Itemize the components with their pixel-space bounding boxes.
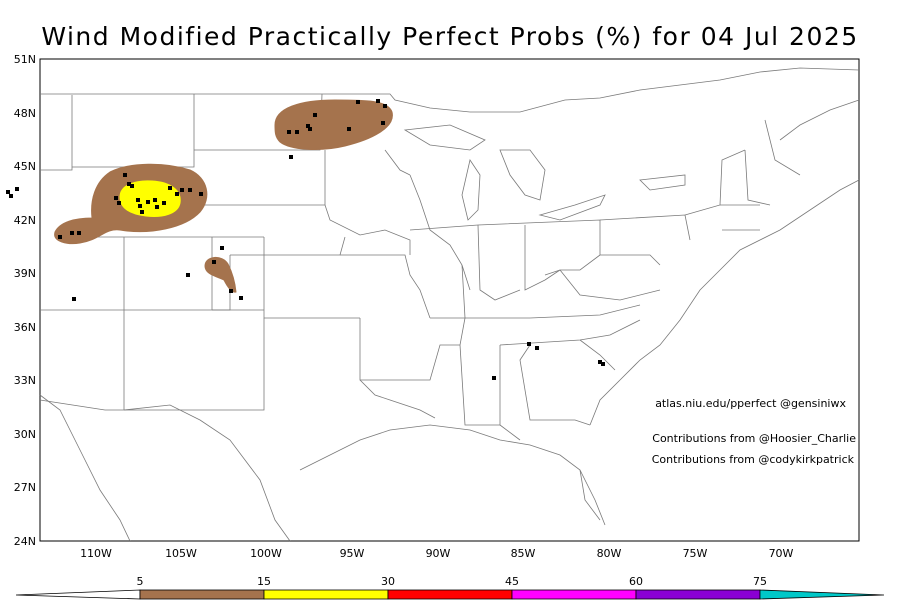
credit-contrib-2: Contributions from @codykirkpatrick [652, 453, 855, 466]
lon-label: 105W [165, 547, 197, 560]
lon-label: 80W [597, 547, 622, 560]
lon-label: 75W [683, 547, 708, 560]
lon-label: 90W [426, 547, 451, 560]
credits: atlas.niu.edu/pperfect @gensiniwx Contri… [652, 397, 856, 466]
lat-label: 30N [14, 428, 36, 441]
lat-label: 51N [14, 53, 36, 66]
lat-label: 36N [14, 321, 36, 334]
legend-label: 5 [137, 575, 144, 588]
color-legend [15, 589, 885, 600]
legend-swatch [15, 589, 141, 600]
contour-5pct-colorado [204, 257, 237, 293]
lon-label: 110W [80, 547, 112, 560]
lat-label: 27N [14, 481, 36, 494]
legend-label: 75 [753, 575, 767, 588]
lat-label: 33N [14, 374, 36, 387]
lon-label: 95W [340, 547, 365, 560]
legend-label: 45 [505, 575, 519, 588]
credit-contrib-1: Contributions from @Hoosier_Charlie [652, 432, 856, 445]
map-title: Wind Modified Practically Perfect Probs … [41, 22, 859, 51]
lat-label: 42N [14, 214, 36, 227]
legend-swatch [759, 589, 885, 600]
legend-label: 60 [629, 575, 643, 588]
contour-5pct-minnesota [274, 99, 393, 150]
contour-15pct-montana [119, 180, 181, 217]
legend-labels: 5 15 30 45 60 75 [137, 575, 768, 588]
legend-label: 15 [257, 575, 271, 588]
lat-label: 24N [14, 535, 36, 548]
legend-label: 30 [381, 575, 395, 588]
lon-label: 70W [769, 547, 794, 560]
report-markers [6, 99, 605, 380]
longitude-labels: 110W 105W 100W 95W 90W 85W 80W 75W 70W [80, 547, 793, 560]
legend-swatch [511, 589, 637, 600]
legend-swatch [387, 589, 513, 600]
lon-label: 85W [511, 547, 536, 560]
legend-swatch [635, 589, 761, 600]
lon-label: 100W [250, 547, 282, 560]
lat-label: 39N [14, 267, 36, 280]
lat-label: 45N [14, 160, 36, 173]
legend-swatch [263, 589, 389, 600]
latitude-labels: 51N 48N 45N 42N 39N 36N 33N 30N 27N 24N [14, 53, 36, 548]
prob-contours [54, 99, 393, 293]
legend-swatch [139, 589, 265, 600]
lat-label: 48N [14, 107, 36, 120]
map-frame [39, 58, 860, 542]
credit-site: atlas.niu.edu/pperfect @gensiniwx [655, 397, 846, 410]
